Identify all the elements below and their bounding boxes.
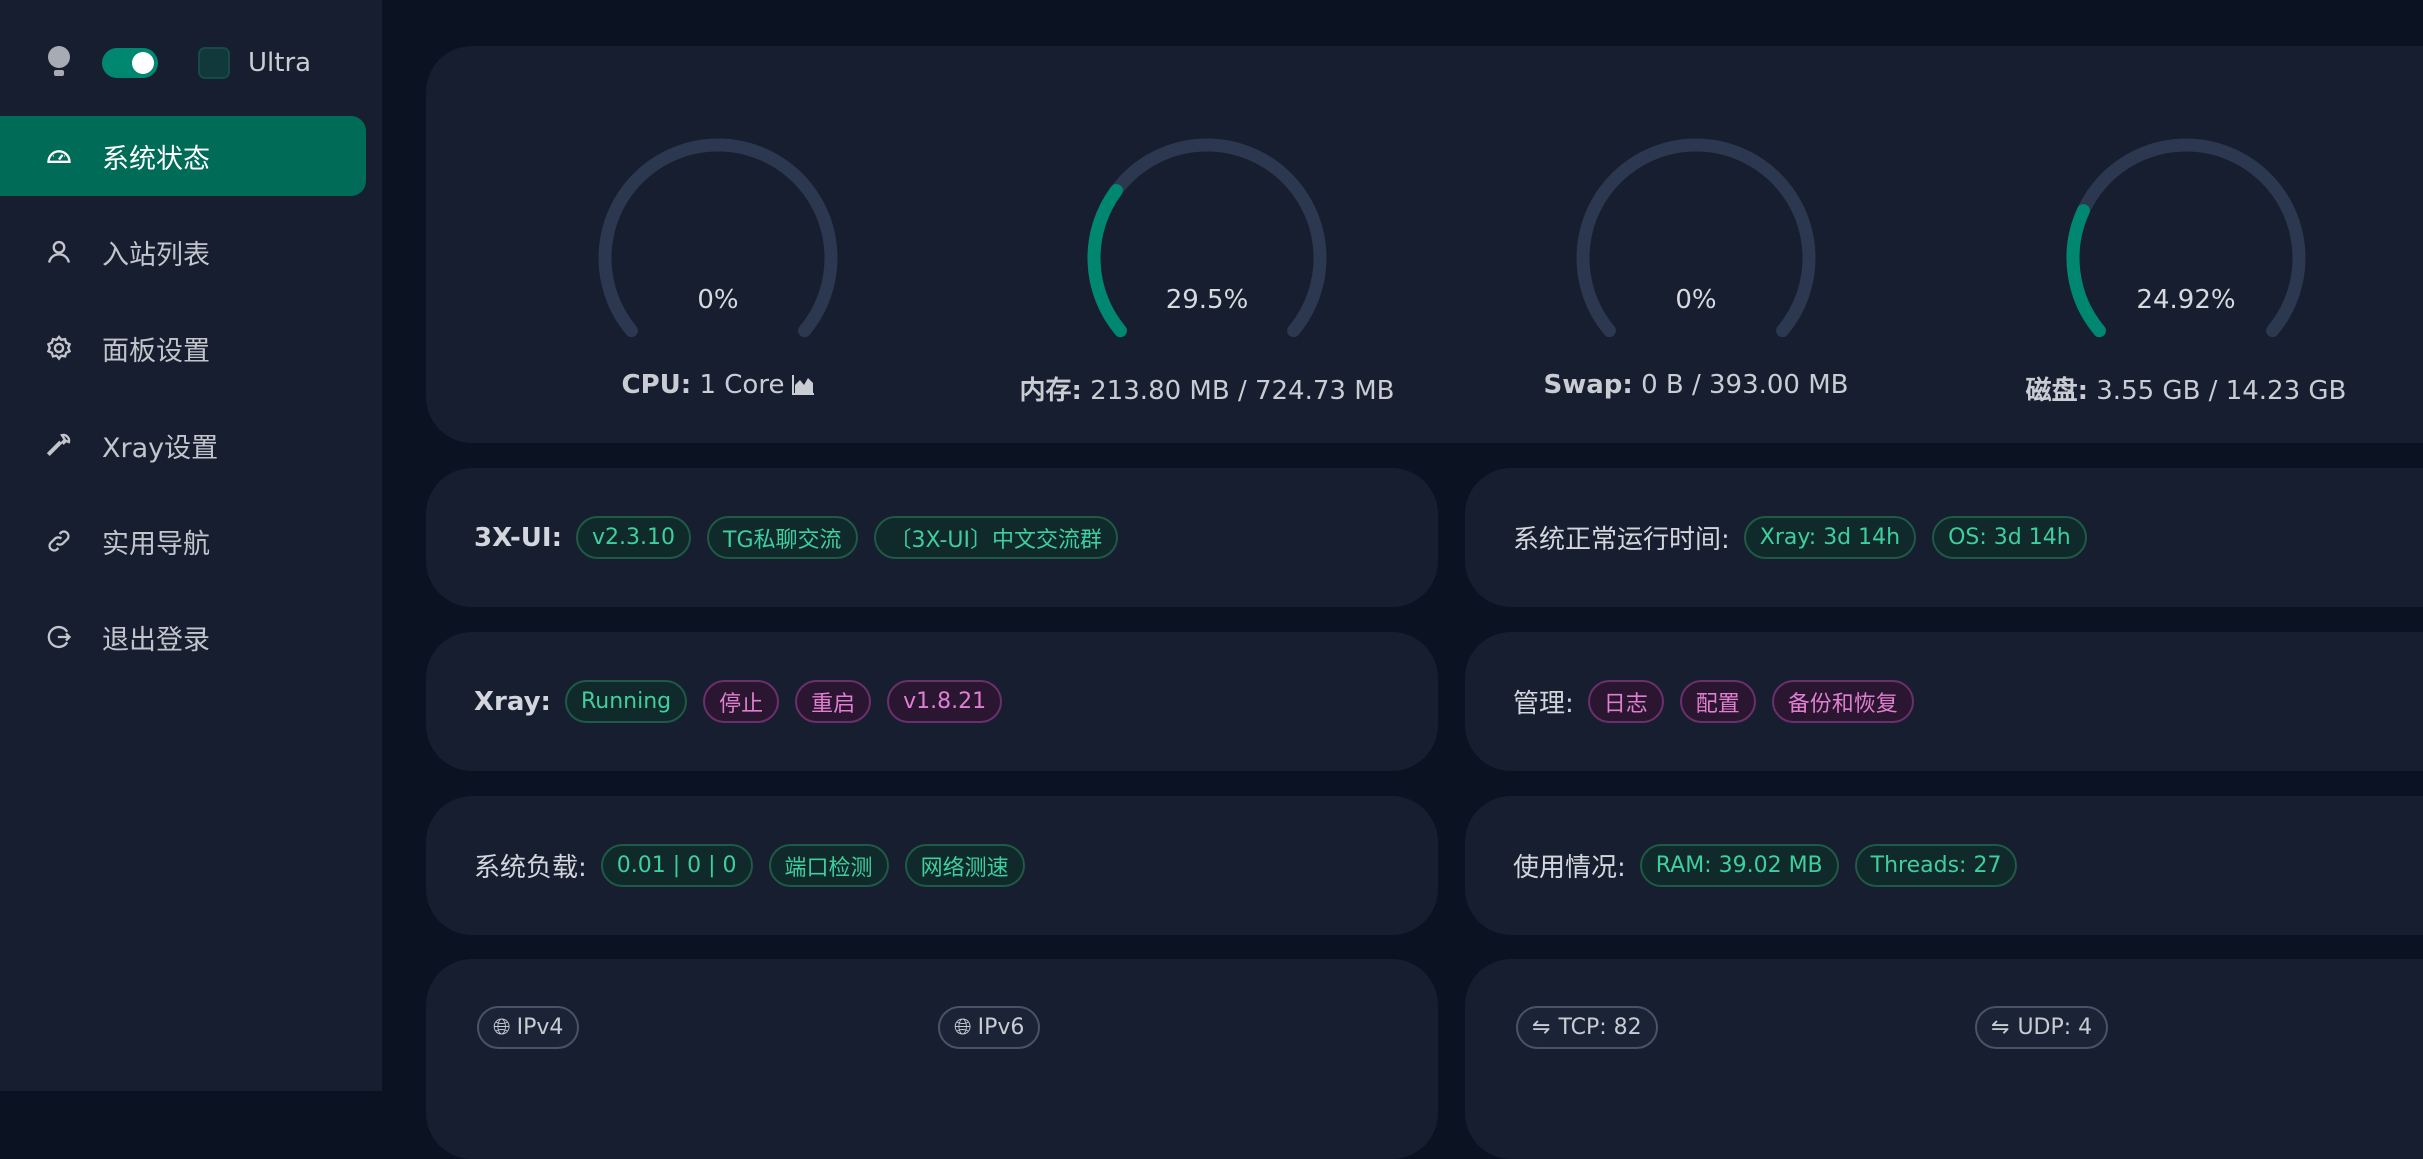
gauge-percent: 29.5% <box>1165 285 1249 315</box>
gear-icon <box>44 333 74 363</box>
ipv6-button[interactable]: 🌐︎ IPv6 <box>938 1006 1041 1049</box>
dark-mode-toggle[interactable] <box>102 48 158 78</box>
gauge-0: 0% CPU: 1 Core <box>528 118 908 400</box>
ultra-label: Ultra <box>248 48 312 78</box>
usage-label: 使用情况: <box>1513 853 1626 883</box>
gauge-label: 内存: 213.80 MB / 724.73 MB <box>1017 370 1397 407</box>
gauge-ring <box>1087 138 1327 338</box>
system-load-card: 系统负载: 0.01 | 0 | 0 端口检测 网络测速 <box>426 796 1438 935</box>
sidebar-item-label: 面板设置 <box>102 335 210 367</box>
logout-icon <box>44 622 74 652</box>
ip-card <box>426 959 1438 1159</box>
backup-restore-button[interactable]: 备份和恢复 <box>1771 680 1914 723</box>
chinese-group-link[interactable]: 〔3X-UI〕中文交流群 <box>873 516 1119 559</box>
sidebar: Ultra 系统状态 入站列表 面板设置 Xray设置 实用导航 退出登录 <box>0 0 382 1091</box>
xray-restart-button[interactable]: 重启 <box>795 680 872 723</box>
gauge-label: Swap: 0 B / 393.00 MB <box>1506 370 1886 400</box>
xray-version-button[interactable]: v1.8.21 <box>887 680 1003 723</box>
sidebar-item-label: 实用导航 <box>102 528 210 560</box>
manage-card: 管理: 日志 配置 备份和恢复 <box>1465 632 2423 771</box>
globe-icon: 🌐︎ <box>493 1015 511 1040</box>
sidebar-item-system-status[interactable]: 系统状态 <box>0 116 366 196</box>
link-icon <box>44 526 74 556</box>
sidebar-item-label: 退出登录 <box>102 624 210 656</box>
gauge-percent: 0% <box>1675 285 1717 315</box>
gauge-2: 0% Swap: 0 B / 393.00 MB <box>1506 118 1886 400</box>
gauge-ring <box>598 138 838 338</box>
globe-icon: 🌐︎ <box>954 1015 972 1040</box>
xray-uptime-tag: Xray: 3d 14h <box>1743 516 1917 559</box>
gauge-label-value: 213.80 MB / 724.73 MB <box>1090 376 1395 406</box>
os-uptime-tag: OS: 3d 14h <box>1932 516 2087 559</box>
xray-status-tag: Running <box>564 680 688 723</box>
gauge-label: CPU: 1 Core <box>528 370 908 400</box>
sidebar-item-label: 系统状态 <box>102 143 210 175</box>
sidebar-item-panel-settings[interactable]: 面板设置 <box>0 308 366 388</box>
ipv6-label: IPv6 <box>977 1015 1025 1040</box>
gauge-fill <box>1087 183 1127 338</box>
gauge-1: 29.5% 内存: 213.80 MB / 724.73 MB <box>1017 118 1397 407</box>
ram-usage-tag: RAM: 39.02 MB <box>1639 844 1839 887</box>
gauge-ring <box>2066 138 2306 338</box>
area-chart-icon[interactable] <box>792 375 815 395</box>
gauge-label-value: 1 Core <box>699 370 785 400</box>
gauge-percent: 24.92% <box>2136 285 2236 315</box>
xray-stop-button[interactable]: 停止 <box>703 680 780 723</box>
wrench-icon <box>44 430 74 460</box>
port-check-link[interactable]: 端口检测 <box>768 844 889 887</box>
gauge-3: 24.92% 磁盘: 3.55 GB / 14.23 GB <box>1996 118 2376 407</box>
uptime-card: 系统正常运行时间: Xray: 3d 14h OS: 3d 14h <box>1465 468 2423 607</box>
ultra-checkbox[interactable] <box>198 47 230 79</box>
system-gauges-card: 0% CPU: 1 Core 29.5% 内存: 213.80 MB / 724.73… <box>426 46 2423 443</box>
sidebar-item-navigation[interactable]: 实用导航 <box>0 501 366 581</box>
panel-label: 3X-UI: <box>474 522 562 553</box>
swap-arrows-icon: ⇋ <box>1532 1015 1551 1040</box>
connections-card <box>1465 959 2423 1159</box>
sidebar-item-logout[interactable]: 退出登录 <box>0 597 366 677</box>
lightbulb-icon <box>46 46 72 80</box>
ipv4-button[interactable]: 🌐︎ IPv4 <box>477 1006 580 1049</box>
config-button[interactable]: 配置 <box>1679 680 1756 723</box>
xray-label: Xray: <box>474 686 551 717</box>
user-icon <box>44 237 74 267</box>
gauge-label-key: 磁盘: <box>2025 376 2088 406</box>
tcp-label: TCP: 82 <box>1558 1015 1642 1040</box>
sidebar-item-label: 入站列表 <box>102 239 210 271</box>
threads-tag: Threads: 27 <box>1854 844 2018 887</box>
toggle-knob <box>132 52 154 74</box>
gauge-label-key: Swap: <box>1543 370 1633 400</box>
theme-switcher: Ultra <box>46 40 311 86</box>
gauge-fill <box>2066 204 2106 338</box>
sidebar-item-xray-settings[interactable]: Xray设置 <box>0 405 366 485</box>
tg-chat-link[interactable]: TG私聊交流 <box>707 516 858 559</box>
udp-tag: ⇋ UDP: 4 <box>1975 1006 2109 1049</box>
sidebar-item-label: Xray设置 <box>102 432 219 464</box>
tcp-tag: ⇋ TCP: 82 <box>1516 1006 1658 1049</box>
dashboard-icon <box>44 141 74 171</box>
ipv4-label: IPv4 <box>516 1015 564 1040</box>
gauge-label-key: CPU: <box>621 370 692 400</box>
usage-card: 使用情况: RAM: 39.02 MB Threads: 27 <box>1465 796 2423 935</box>
gauge-track <box>1576 138 1816 338</box>
gauge-ring <box>1576 138 1816 338</box>
load-value-tag: 0.01 | 0 | 0 <box>600 844 753 887</box>
sidebar-item-inbounds[interactable]: 入站列表 <box>0 212 366 292</box>
uptime-label: 系统正常运行时间: <box>1513 525 1730 555</box>
gauge-track <box>598 138 838 338</box>
gauge-percent: 0% <box>697 285 739 315</box>
speed-test-link[interactable]: 网络测速 <box>904 844 1025 887</box>
logs-button[interactable]: 日志 <box>1587 680 1664 723</box>
panel-version-tag: v2.3.10 <box>576 516 691 559</box>
panel-info-card: 3X-UI: v2.3.10 TG私聊交流 〔3X-UI〕中文交流群 <box>426 468 1438 607</box>
udp-label: UDP: 4 <box>2017 1015 2093 1040</box>
gauge-label: 磁盘: 3.55 GB / 14.23 GB <box>1996 370 2376 407</box>
manage-label: 管理: <box>1513 689 1574 719</box>
swap-arrows-icon: ⇋ <box>1991 1015 2010 1040</box>
xray-card: Xray: Running 停止 重启 v1.8.21 <box>426 632 1438 771</box>
gauge-label-value: 3.55 GB / 14.23 GB <box>2096 376 2347 406</box>
gauge-label-value: 0 B / 393.00 MB <box>1641 370 1849 400</box>
gauge-label-key: 内存: <box>1019 376 1082 406</box>
load-label: 系统负载: <box>474 853 587 883</box>
